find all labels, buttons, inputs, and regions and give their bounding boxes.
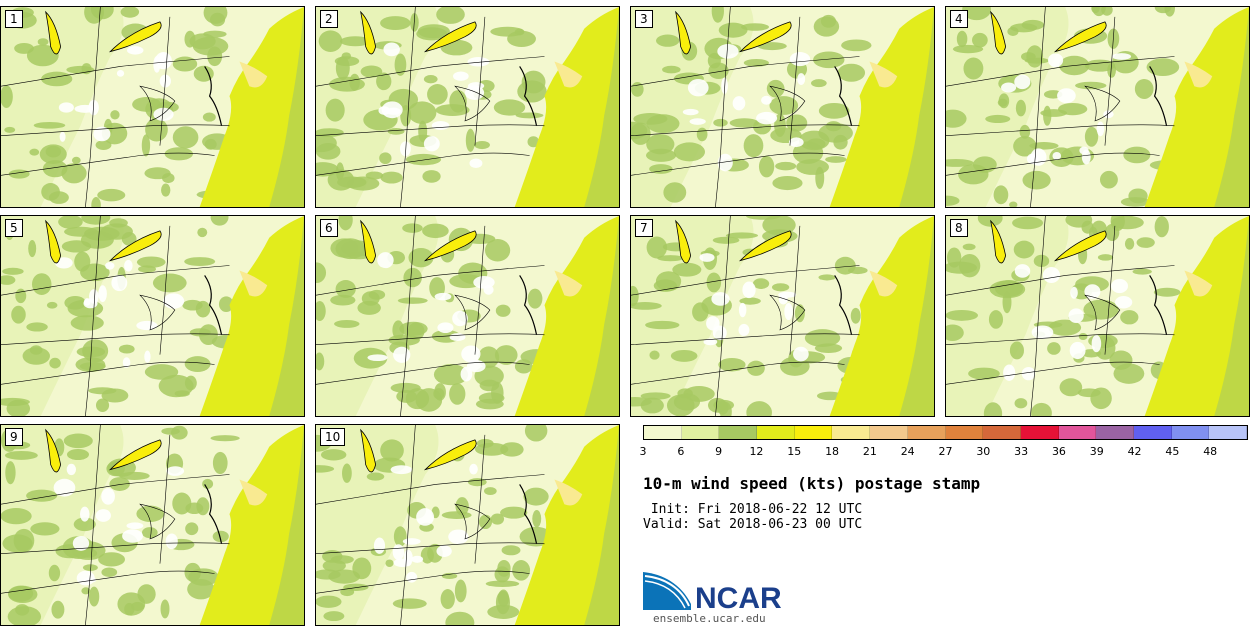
panel-number: 2 [320, 10, 338, 28]
colorbar-tick: 42 [1127, 445, 1142, 458]
colorbar-swatch [719, 426, 758, 439]
colorbar-tick: 45 [1165, 445, 1180, 458]
panel-number: 4 [950, 10, 968, 28]
colorbar-tick: 18 [825, 445, 840, 458]
valid-time: Valid: Sat 2018-06-23 00 UTC [643, 517, 863, 532]
colorbar-tick: 15 [787, 445, 802, 458]
colorbar-tick: 36 [1051, 445, 1066, 458]
colorbar-swatch [832, 426, 871, 439]
panel-number: 3 [635, 10, 653, 28]
map-panel: 10 [315, 424, 620, 626]
colorbar-swatch [1058, 426, 1097, 439]
map-panel: 1 [0, 6, 305, 208]
map-panel: 6 [315, 215, 620, 417]
colorbar-swatch [1171, 426, 1210, 439]
colorbar-tick: 24 [900, 445, 915, 458]
map-panel: 8 [945, 215, 1250, 417]
colorbar-swatch [794, 426, 833, 439]
init-time: Init: Fri 2018-06-22 12 UTC [643, 502, 863, 517]
colorbar-tick: 33 [1014, 445, 1029, 458]
colorbar-swatch [1020, 426, 1059, 439]
map-panel: 4 [945, 6, 1250, 208]
colorbar-swatch [1133, 426, 1172, 439]
panel-number: 8 [950, 219, 968, 237]
colorbar-swatch [644, 426, 682, 439]
map-panel: 5 [0, 215, 305, 417]
colorbar-tick: 27 [938, 445, 953, 458]
colorbar-swatch [870, 426, 908, 439]
chart-title: 10-m wind speed (kts) postage stamp [643, 474, 981, 493]
colorbar-swatch [1209, 426, 1247, 439]
colorbar [643, 425, 1248, 440]
colorbar-swatch [945, 426, 984, 439]
colorbar-swatch [983, 426, 1021, 439]
colorbar-swatch [681, 426, 720, 439]
colorbar-tick: 9 [715, 445, 723, 458]
panel-number: 7 [635, 219, 653, 237]
map-panel: 7 [630, 215, 935, 417]
wind-speed-map [1, 216, 304, 416]
wind-speed-map [316, 425, 619, 625]
panel-number: 10 [320, 428, 346, 446]
logo-url: ensemble.ucar.edu [653, 612, 766, 625]
wind-speed-map [316, 216, 619, 416]
wind-speed-map [1, 425, 304, 625]
panel-number: 1 [5, 10, 23, 28]
wind-speed-map [631, 7, 934, 207]
wind-speed-map [316, 7, 619, 207]
colorbar-swatch [907, 426, 946, 439]
wind-speed-map [946, 216, 1249, 416]
map-panel: 9 [0, 424, 305, 626]
colorbar-tick: 48 [1203, 445, 1218, 458]
ncar-logo: NCAR [643, 572, 782, 614]
panel-number: 5 [5, 219, 23, 237]
ncar-logo-text: NCAR [695, 582, 782, 614]
colorbar-tick: 30 [976, 445, 991, 458]
wind-speed-map [946, 7, 1249, 207]
colorbar-tick: 39 [1089, 445, 1104, 458]
colorbar-tick: 12 [749, 445, 764, 458]
wind-speed-map [1, 7, 304, 207]
colorbar-tick: 6 [677, 445, 685, 458]
map-panel: 3 [630, 6, 935, 208]
panel-number: 9 [5, 428, 23, 446]
panel-number: 6 [320, 219, 338, 237]
colorbar-tick: 21 [862, 445, 877, 458]
colorbar-swatch [757, 426, 795, 439]
colorbar-tick: 3 [639, 445, 647, 458]
map-panel: 2 [315, 6, 620, 208]
colorbar-swatch [1096, 426, 1134, 439]
wind-speed-map [631, 216, 934, 416]
